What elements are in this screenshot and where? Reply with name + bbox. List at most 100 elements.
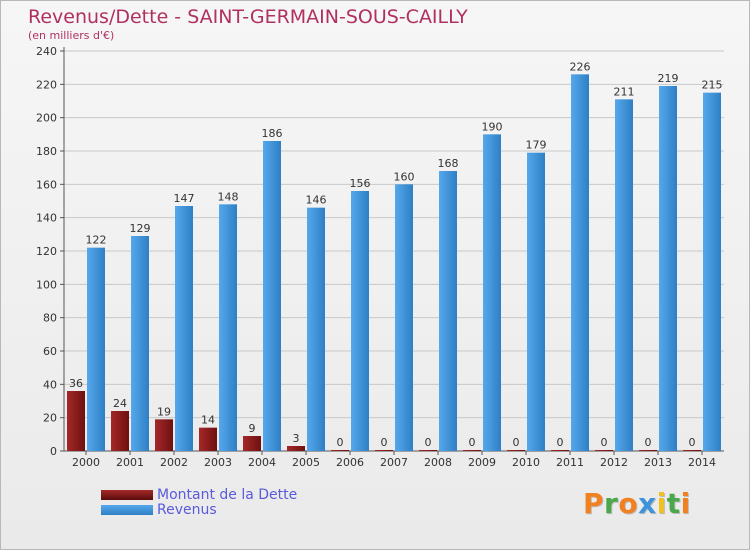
x-tick-label: 2014 [688, 456, 716, 469]
y-tick-label: 140 [36, 212, 57, 225]
bar-dette [463, 450, 481, 451]
bar-dette [111, 411, 129, 451]
data-label-revenus: 190 [482, 120, 503, 133]
data-label-revenus: 226 [570, 60, 591, 73]
y-tick-label: 40 [43, 378, 57, 391]
data-label-dette: 14 [201, 414, 215, 427]
x-tick-label: 2000 [72, 456, 100, 469]
bar-revenus [87, 247, 105, 451]
bar-dette [419, 450, 437, 451]
x-tick-label: 2009 [468, 456, 496, 469]
bar-revenus [703, 92, 721, 452]
bar-revenus [219, 204, 237, 451]
data-label-dette: 24 [113, 397, 127, 410]
bar-revenus [131, 236, 149, 451]
x-tick-label: 2007 [380, 456, 408, 469]
bar-dette [331, 450, 349, 451]
bar-revenus [307, 207, 325, 451]
x-tick-label: 2001 [116, 456, 144, 469]
y-tick-label: 240 [36, 45, 57, 58]
data-label-dette: 9 [249, 422, 256, 435]
data-label-dette: 0 [425, 436, 432, 449]
y-tick-label: 200 [36, 112, 57, 125]
data-label-revenus: 129 [130, 222, 151, 235]
bar-revenus [527, 152, 545, 451]
y-tick-label: 80 [43, 312, 57, 325]
data-label-revenus: 148 [218, 190, 239, 203]
x-tick-label: 2002 [160, 456, 188, 469]
x-tick-label: 2011 [556, 456, 584, 469]
legend-item-revenus: Revenus [101, 501, 297, 518]
logo-letter: t [666, 487, 681, 520]
y-tick-label: 220 [36, 78, 57, 91]
bar-revenus [395, 184, 413, 452]
data-label-revenus: 211 [614, 85, 635, 98]
data-label-revenus: 147 [174, 192, 195, 205]
bar-revenus [175, 206, 193, 451]
bar-revenus [571, 74, 589, 451]
bar-dette [551, 450, 569, 451]
legend-item-dette: Montant de la Dette [101, 486, 298, 503]
x-tick-label: 2003 [204, 456, 232, 469]
data-label-dette: 36 [69, 377, 83, 390]
data-label-dette: 3 [293, 432, 300, 445]
bar-dette [199, 427, 217, 451]
bar-revenus [483, 134, 501, 452]
bar-revenus [659, 86, 677, 451]
chart-title: Revenus/Dette - SAINT-GERMAIN-SOUS-CAILL… [28, 6, 468, 28]
legend: Montant de la Dette Revenus [101, 486, 298, 518]
y-tick-label: 60 [43, 345, 57, 358]
bar-revenus [439, 171, 457, 451]
x-tick-label: 2008 [424, 456, 452, 469]
bar-revenus [263, 141, 281, 451]
data-label-dette: 0 [513, 436, 520, 449]
bar-dette [243, 436, 261, 451]
logo-letter: i [680, 487, 691, 520]
bar-dette [639, 450, 657, 451]
x-tick-label: 2004 [248, 456, 276, 469]
bar-dette [683, 450, 701, 451]
bar-dette [507, 450, 525, 451]
legend-label-revenus: Revenus [157, 501, 217, 518]
data-label-dette: 0 [337, 436, 344, 449]
data-label-revenus: 219 [658, 72, 679, 85]
data-label-revenus: 168 [438, 157, 459, 170]
data-label-revenus: 179 [526, 139, 547, 152]
x-tick-label: 2012 [600, 456, 628, 469]
data-label-revenus: 122 [86, 234, 107, 247]
x-tick-label: 2013 [644, 456, 672, 469]
logo-letter: o [618, 487, 639, 520]
bar-revenus [615, 99, 633, 451]
data-label-dette: 19 [157, 405, 171, 418]
legend-swatch-revenus [101, 504, 153, 515]
logo-letter: r [604, 487, 619, 520]
y-tick-label: 100 [36, 278, 57, 291]
legend-label-dette: Montant de la Dette [157, 486, 298, 503]
bar-dette [375, 450, 393, 451]
x-tick-label: 2010 [512, 456, 540, 469]
data-label-revenus: 146 [306, 194, 327, 207]
x-tick-label: 2005 [292, 456, 320, 469]
data-label-dette: 0 [645, 436, 652, 449]
bar-dette [595, 450, 613, 451]
data-label-revenus: 156 [350, 177, 371, 190]
data-label-dette: 0 [469, 436, 476, 449]
data-label-dette: 0 [557, 436, 564, 449]
y-tick-label: 20 [43, 412, 57, 425]
data-label-revenus: 215 [702, 79, 723, 92]
data-label-dette: 0 [601, 436, 608, 449]
y-tick-label: 160 [36, 178, 57, 191]
y-tick-label: 0 [50, 445, 57, 458]
data-label-revenus: 186 [262, 127, 283, 140]
y-tick-label: 120 [36, 245, 57, 258]
data-label-revenus: 160 [394, 170, 415, 183]
bar-dette [287, 446, 305, 451]
bar-revenus [351, 191, 369, 451]
y-tick-label: 180 [36, 145, 57, 158]
bar-dette [67, 391, 85, 451]
bar-dette [155, 419, 173, 451]
data-label-dette: 0 [381, 436, 388, 449]
logo-letter: x [638, 487, 657, 520]
